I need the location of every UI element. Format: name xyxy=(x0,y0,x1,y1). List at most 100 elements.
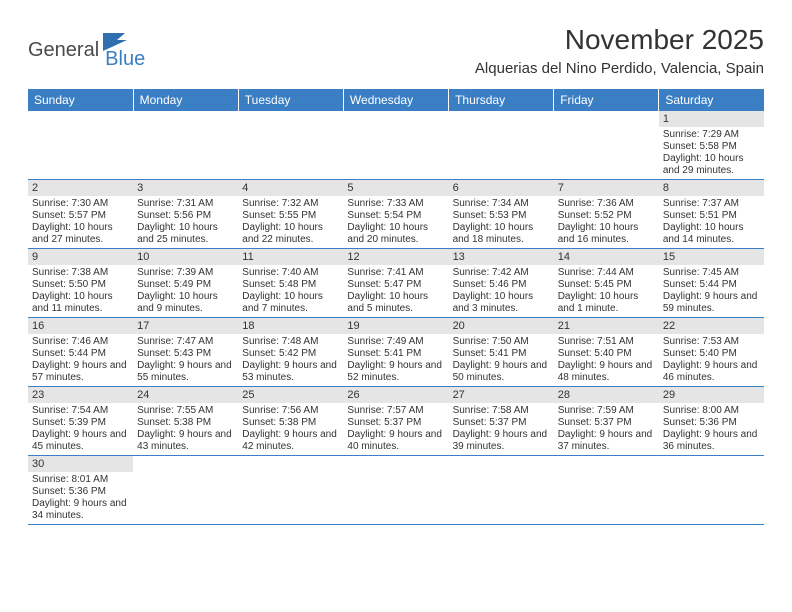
cell-body: Sunrise: 7:57 AMSunset: 5:37 PMDaylight:… xyxy=(343,403,448,455)
calendar-cell: 10Sunrise: 7:39 AMSunset: 5:49 PMDayligh… xyxy=(133,249,238,318)
day-number: 23 xyxy=(28,387,133,403)
day-number: 21 xyxy=(554,318,659,334)
daylight-text: Daylight: 9 hours and 59 minutes. xyxy=(663,291,760,315)
sunrise-text: Sunrise: 7:40 AM xyxy=(242,267,339,279)
day-number: 12 xyxy=(343,249,448,265)
sunrise-text: Sunrise: 7:59 AM xyxy=(558,405,655,417)
daylight-text: Daylight: 9 hours and 57 minutes. xyxy=(32,360,129,384)
day-number: 4 xyxy=(238,180,343,196)
title-block: November 2025 Alquerias del Nino Perdido… xyxy=(475,24,764,77)
sunset-text: Sunset: 5:55 PM xyxy=(242,210,339,222)
cell-body: Sunrise: 7:41 AMSunset: 5:47 PMDaylight:… xyxy=(343,265,448,317)
daylight-text: Daylight: 10 hours and 7 minutes. xyxy=(242,291,339,315)
sunrise-text: Sunrise: 7:56 AM xyxy=(242,405,339,417)
daylight-text: Daylight: 9 hours and 46 minutes. xyxy=(663,360,760,384)
calendar-cell xyxy=(554,111,659,180)
day-number: 25 xyxy=(238,387,343,403)
logo-word-1: General xyxy=(28,39,99,62)
day-header: Sunday xyxy=(28,89,133,111)
day-number: 28 xyxy=(554,387,659,403)
sunset-text: Sunset: 5:45 PM xyxy=(558,279,655,291)
calendar-cell: 16Sunrise: 7:46 AMSunset: 5:44 PMDayligh… xyxy=(28,318,133,387)
calendar-cell: 14Sunrise: 7:44 AMSunset: 5:45 PMDayligh… xyxy=(554,249,659,318)
sunset-text: Sunset: 5:46 PM xyxy=(453,279,550,291)
day-header: Thursday xyxy=(449,89,554,111)
day-number: 27 xyxy=(449,387,554,403)
sunrise-text: Sunrise: 7:54 AM xyxy=(32,405,129,417)
sunrise-text: Sunrise: 7:58 AM xyxy=(453,405,550,417)
calendar-cell: 28Sunrise: 7:59 AMSunset: 5:37 PMDayligh… xyxy=(554,387,659,456)
sunset-text: Sunset: 5:36 PM xyxy=(663,417,760,429)
sunset-text: Sunset: 5:57 PM xyxy=(32,210,129,222)
sunset-text: Sunset: 5:41 PM xyxy=(347,348,444,360)
calendar-cell xyxy=(449,111,554,180)
sunrise-text: Sunrise: 7:51 AM xyxy=(558,336,655,348)
cell-body: Sunrise: 7:39 AMSunset: 5:49 PMDaylight:… xyxy=(133,265,238,317)
day-number: 9 xyxy=(28,249,133,265)
calendar-week-row: 2Sunrise: 7:30 AMSunset: 5:57 PMDaylight… xyxy=(28,180,764,249)
daylight-text: Daylight: 9 hours and 34 minutes. xyxy=(32,498,129,522)
cell-body: Sunrise: 7:54 AMSunset: 5:39 PMDaylight:… xyxy=(28,403,133,455)
calendar-week-row: 30Sunrise: 8:01 AMSunset: 5:36 PMDayligh… xyxy=(28,456,764,525)
calendar-cell: 4 Sunrise: 7:32 AMSunset: 5:55 PMDaylight… xyxy=(238,180,343,249)
sunrise-text: Sunrise: 7:57 AM xyxy=(347,405,444,417)
sunrise-text: Sunrise: 7:41 AM xyxy=(347,267,444,279)
daylight-text: Daylight: 10 hours and 27 minutes. xyxy=(32,222,129,246)
cell-body: Sunrise: 8:01 AMSunset: 5:36 PMDaylight:… xyxy=(28,472,133,524)
sunset-text: Sunset: 5:43 PM xyxy=(137,348,234,360)
sunset-text: Sunset: 5:37 PM xyxy=(347,417,444,429)
calendar-cell: 26Sunrise: 7:57 AMSunset: 5:37 PMDayligh… xyxy=(343,387,448,456)
calendar-cell: 20Sunrise: 7:50 AMSunset: 5:41 PMDayligh… xyxy=(449,318,554,387)
sunrise-text: Sunrise: 7:47 AM xyxy=(137,336,234,348)
day-number: 15 xyxy=(659,249,764,265)
calendar-week-row: 16Sunrise: 7:46 AMSunset: 5:44 PMDayligh… xyxy=(28,318,764,387)
sunrise-text: Sunrise: 8:00 AM xyxy=(663,405,760,417)
cell-body: Sunrise: 7:42 AMSunset: 5:46 PMDaylight:… xyxy=(449,265,554,317)
daylight-text: Daylight: 9 hours and 36 minutes. xyxy=(663,429,760,453)
sunset-text: Sunset: 5:49 PM xyxy=(137,279,234,291)
day-number: 18 xyxy=(238,318,343,334)
day-number: 26 xyxy=(343,387,448,403)
calendar-week-row: 9Sunrise: 7:38 AMSunset: 5:50 PMDaylight… xyxy=(28,249,764,318)
page: General Blue November 2025 Alquerias del… xyxy=(0,0,792,535)
cell-body: Sunrise: 7:51 AMSunset: 5:40 PMDaylight:… xyxy=(554,334,659,386)
sunset-text: Sunset: 5:44 PM xyxy=(32,348,129,360)
daylight-text: Daylight: 10 hours and 25 minutes. xyxy=(137,222,234,246)
cell-body: Sunrise: 7:40 AMSunset: 5:48 PMDaylight:… xyxy=(238,265,343,317)
day-number: 16 xyxy=(28,318,133,334)
sunset-text: Sunset: 5:37 PM xyxy=(558,417,655,429)
sunset-text: Sunset: 5:38 PM xyxy=(137,417,234,429)
sunrise-text: Sunrise: 7:48 AM xyxy=(242,336,339,348)
day-header: Saturday xyxy=(659,89,764,111)
day-header-row: SundayMondayTuesdayWednesdayThursdayFrid… xyxy=(28,89,764,111)
calendar-cell: 13Sunrise: 7:42 AMSunset: 5:46 PMDayligh… xyxy=(449,249,554,318)
day-number: 19 xyxy=(343,318,448,334)
sunrise-text: Sunrise: 7:32 AM xyxy=(242,198,339,210)
cell-body: Sunrise: 7:47 AMSunset: 5:43 PMDaylight:… xyxy=(133,334,238,386)
calendar-week-row: 1Sunrise: 7:29 AMSunset: 5:58 PMDaylight… xyxy=(28,111,764,180)
cell-body: Sunrise: 7:46 AMSunset: 5:44 PMDaylight:… xyxy=(28,334,133,386)
daylight-text: Daylight: 10 hours and 22 minutes. xyxy=(242,222,339,246)
daylight-text: Daylight: 10 hours and 5 minutes. xyxy=(347,291,444,315)
calendar-week-row: 23Sunrise: 7:54 AMSunset: 5:39 PMDayligh… xyxy=(28,387,764,456)
sunrise-text: Sunrise: 7:49 AM xyxy=(347,336,444,348)
day-number: 8 xyxy=(659,180,764,196)
sunset-text: Sunset: 5:40 PM xyxy=(663,348,760,360)
sunrise-text: Sunrise: 7:31 AM xyxy=(137,198,234,210)
sunrise-text: Sunrise: 7:46 AM xyxy=(32,336,129,348)
daylight-text: Daylight: 9 hours and 53 minutes. xyxy=(242,360,339,384)
sunrise-text: Sunrise: 7:34 AM xyxy=(453,198,550,210)
sunrise-text: Sunrise: 7:53 AM xyxy=(663,336,760,348)
day-number: 5 xyxy=(343,180,448,196)
sunset-text: Sunset: 5:48 PM xyxy=(242,279,339,291)
cell-body: Sunrise: 7:50 AMSunset: 5:41 PMDaylight:… xyxy=(449,334,554,386)
sunrise-text: Sunrise: 7:29 AM xyxy=(663,129,760,141)
sunrise-text: Sunrise: 7:36 AM xyxy=(558,198,655,210)
sunset-text: Sunset: 5:50 PM xyxy=(32,279,129,291)
cell-body: Sunrise: 7:36 AMSunset: 5:52 PMDaylight:… xyxy=(554,196,659,248)
sunset-text: Sunset: 5:42 PM xyxy=(242,348,339,360)
sunrise-text: Sunrise: 7:39 AM xyxy=(137,267,234,279)
daylight-text: Daylight: 9 hours and 52 minutes. xyxy=(347,360,444,384)
day-number: 1 xyxy=(659,111,764,127)
calendar-cell: 1Sunrise: 7:29 AMSunset: 5:58 PMDaylight… xyxy=(659,111,764,180)
